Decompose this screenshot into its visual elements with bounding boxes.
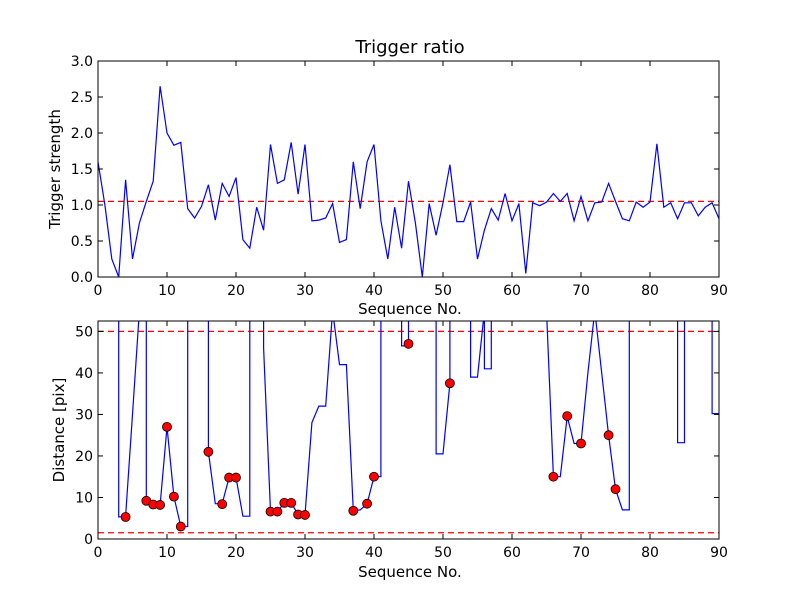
x-tick-label: 0 — [94, 283, 103, 299]
plot-frame — [97, 320, 720, 540]
x-axis-ticks: 0 10 20 30 40 50 60 70 80 90 — [94, 321, 728, 561]
distance-markers — [120, 338, 621, 532]
y-tick-label: 30 — [75, 407, 93, 423]
data-point-marker — [610, 484, 621, 495]
y-tick-label: 3.0 — [71, 54, 93, 70]
x-tick-label: 20 — [227, 545, 245, 561]
data-point-marker — [217, 499, 228, 510]
x-tick-label: 70 — [572, 283, 590, 299]
data-point-marker — [231, 472, 241, 483]
data-point-marker — [286, 497, 297, 508]
y-axis-label: Trigger strength — [46, 109, 64, 230]
y-tick-label: 2.0 — [71, 126, 93, 142]
trigger-strength-line — [98, 86, 719, 277]
y-axis-ticks: 0.0 0.5 1.0 1.5 2.0 2.5 3.0 — [71, 54, 719, 286]
data-point-marker — [155, 500, 166, 510]
x-tick-label: 50 — [434, 545, 452, 561]
x-tick-label: 10 — [158, 545, 176, 561]
data-point-marker — [348, 505, 359, 516]
x-tick-label: 60 — [503, 283, 521, 299]
x-tick-label: 40 — [365, 283, 383, 299]
y-tick-label: 1.5 — [71, 162, 93, 178]
x-axis-label: Sequence No. — [358, 300, 462, 318]
y-tick-label: 50 — [75, 324, 93, 340]
x-tick-label: 60 — [503, 545, 521, 561]
x-tick-label: 70 — [572, 545, 590, 561]
data-point-marker — [444, 378, 455, 389]
y-tick-label: 2.5 — [71, 90, 93, 106]
y-tick-label: 0.5 — [71, 234, 93, 250]
data-point-marker — [300, 510, 310, 520]
y-tick-label: 0 — [84, 532, 93, 548]
data-point-marker — [603, 430, 614, 441]
distance-chart: 0 10 20 30 40 50 60 70 80 90 0 10 20 30 40 50 Sequence… — [50, 320, 728, 581]
x-tick-label: 0 — [94, 545, 103, 561]
y-tick-label: 20 — [75, 449, 93, 465]
y-axis-ticks: 0 10 20 30 40 50 — [75, 324, 719, 548]
y-tick-label: 10 — [75, 490, 93, 506]
data-point-marker — [272, 506, 283, 517]
x-tick-label: 40 — [365, 545, 383, 561]
data-point-marker — [120, 512, 131, 522]
data-point-marker — [168, 491, 179, 502]
x-axis-ticks: 0 10 20 30 40 50 60 70 80 90 — [94, 61, 728, 299]
data-point-marker — [562, 411, 573, 421]
data-point-marker — [362, 498, 373, 509]
data-point-marker — [403, 338, 414, 349]
chart-title: Trigger ratio — [354, 37, 464, 58]
x-tick-label: 90 — [710, 545, 728, 561]
data-point-marker — [175, 521, 186, 532]
x-tick-label: 80 — [641, 545, 659, 561]
y-tick-label: 40 — [75, 366, 93, 382]
x-tick-label: 90 — [710, 283, 728, 299]
y-tick-label: 0.0 — [71, 270, 93, 286]
x-tick-label: 10 — [158, 283, 176, 299]
data-point-marker — [162, 421, 172, 432]
x-tick-label: 20 — [227, 283, 245, 299]
data-point-marker — [576, 438, 586, 449]
data-point-marker — [203, 446, 214, 457]
y-tick-label: 1.0 — [71, 198, 93, 214]
y-axis-label: Distance [pix] — [50, 378, 68, 483]
data-point-marker — [548, 471, 559, 482]
x-tick-label: 50 — [434, 283, 452, 299]
data-point-marker — [369, 471, 379, 482]
x-tick-label: 30 — [296, 545, 314, 561]
x-tick-label: 80 — [641, 283, 659, 299]
x-axis-label: Sequence No. — [358, 563, 462, 581]
x-tick-label: 30 — [296, 283, 314, 299]
trigger-ratio-chart: Trigger ratio 0 10 20 30 40 50 60 70 80 90 0.0 0.5… — [46, 37, 728, 318]
